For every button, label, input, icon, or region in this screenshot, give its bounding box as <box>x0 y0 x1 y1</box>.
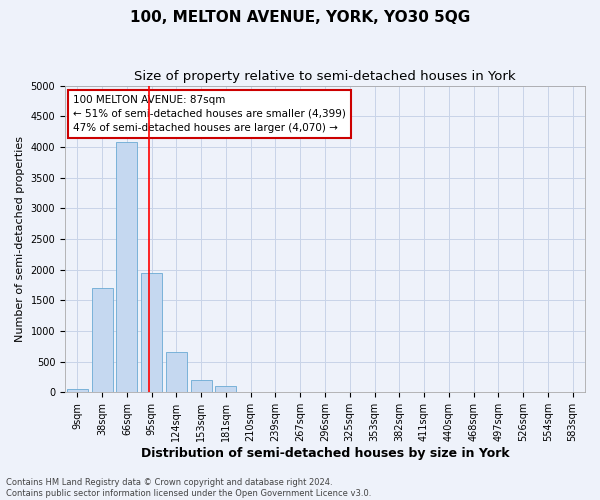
Bar <box>92 288 113 393</box>
Bar <box>116 142 137 393</box>
Text: 100, MELTON AVENUE, YORK, YO30 5QG: 100, MELTON AVENUE, YORK, YO30 5QG <box>130 10 470 25</box>
Bar <box>141 272 162 392</box>
X-axis label: Distribution of semi-detached houses by size in York: Distribution of semi-detached houses by … <box>141 447 509 460</box>
Bar <box>67 390 88 392</box>
Text: Contains HM Land Registry data © Crown copyright and database right 2024.
Contai: Contains HM Land Registry data © Crown c… <box>6 478 371 498</box>
Text: 100 MELTON AVENUE: 87sqm
← 51% of semi-detached houses are smaller (4,399)
47% o: 100 MELTON AVENUE: 87sqm ← 51% of semi-d… <box>73 95 346 133</box>
Bar <box>166 352 187 393</box>
Y-axis label: Number of semi-detached properties: Number of semi-detached properties <box>15 136 25 342</box>
Bar <box>215 386 236 392</box>
Title: Size of property relative to semi-detached houses in York: Size of property relative to semi-detach… <box>134 70 516 83</box>
Bar <box>191 380 212 392</box>
